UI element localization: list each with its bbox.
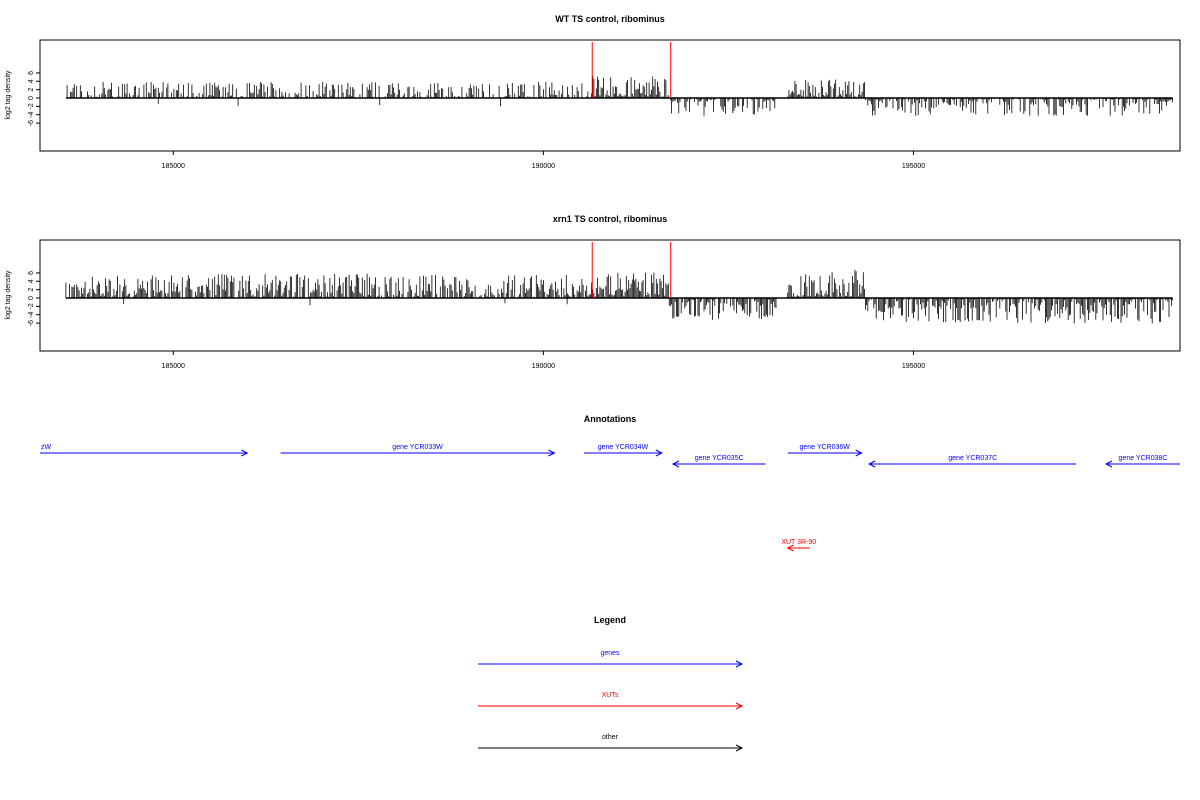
y-axis-label: log2 tag density	[5, 70, 12, 120]
legend-label: other	[602, 734, 619, 741]
y-tick-label: -4	[28, 112, 35, 118]
arrow-head	[671, 460, 680, 468]
annotations-track: Annotations zW gene YCR033W gene YCR034W ge…	[40, 414, 1180, 552]
y-tick-label: -2	[28, 103, 35, 109]
plot-frame	[39, 39, 1181, 152]
panel-title: WT TS control, ribominus	[555, 14, 665, 24]
arrow-head	[1104, 460, 1113, 468]
legend-arrow-head	[735, 660, 744, 668]
y-tick-label: -6	[28, 120, 35, 126]
feature-label: gene YCR037C	[948, 455, 997, 462]
feature-label: XUT 3R-90	[781, 539, 816, 546]
legend-label: XUTs	[602, 692, 619, 699]
signal-bars	[65, 42, 1173, 116]
plot-frame	[39, 239, 1181, 352]
axes: -6 -4 -2 0 2 4 6 185000 190000 195000	[28, 71, 925, 170]
legend: Legend genes XUTs other	[478, 615, 744, 752]
y-tick-label: 2	[28, 288, 35, 292]
feature-arrows: zW gene YCR033W gene YCR034W gene YCR035C ge…	[40, 444, 1180, 552]
legend-entries: genes XUTs other	[478, 650, 744, 752]
arrow-head	[867, 460, 876, 468]
y-tick-label: -4	[28, 312, 35, 318]
y-tick-label: 0	[28, 296, 35, 300]
feature-label: gene YCR036W	[799, 444, 850, 451]
x-tick-label: 190000	[532, 363, 555, 370]
track-panel-xrn1: xrn1 TS control, ribominus log2 tag dens…	[5, 214, 1181, 370]
annotations-title: Annotations	[584, 414, 637, 424]
arrow-head	[241, 449, 249, 457]
y-tick-label: 2	[28, 88, 35, 92]
x-tick-label: 185000	[162, 363, 185, 370]
x-tick-label: 185000	[162, 163, 185, 170]
feature-label: zW	[41, 444, 52, 451]
x-tick-label: 195000	[902, 163, 925, 170]
arrow-head	[655, 449, 663, 457]
y-tick-label: 4	[28, 79, 35, 83]
legend-title: Legend	[594, 615, 626, 625]
signal-bars	[65, 242, 1173, 324]
y-tick-label: 6	[28, 271, 35, 275]
x-tick-label: 190000	[532, 163, 555, 170]
x-tick-label: 195000	[902, 363, 925, 370]
y-tick-label: 0	[28, 96, 35, 100]
feature-label: gene YCR034W	[598, 444, 649, 451]
legend-label: genes	[600, 650, 620, 657]
arrow-head	[786, 544, 794, 552]
panel-title: xrn1 TS control, ribominus	[553, 214, 668, 224]
arrow-head	[548, 449, 556, 457]
y-axis-label: log2 tag density	[5, 270, 12, 320]
y-tick-label: 6	[28, 71, 35, 75]
arrow-head	[855, 449, 863, 457]
y-tick-label: -2	[28, 303, 35, 309]
feature-label: gene YCR038C	[1119, 455, 1168, 462]
legend-arrow-head	[735, 702, 744, 710]
feature-label: gene YCR035C	[695, 455, 744, 462]
feature-label: gene YCR033W	[392, 444, 443, 451]
y-tick-label: -6	[28, 320, 35, 326]
y-tick-label: 4	[28, 279, 35, 283]
axes: -6 -4 -2 0 2 4 6 185000 190000 195000	[28, 271, 925, 370]
track-panel-wt: WT TS control, ribominus log2 tag densit…	[5, 14, 1181, 170]
legend-arrow-head	[735, 744, 744, 752]
